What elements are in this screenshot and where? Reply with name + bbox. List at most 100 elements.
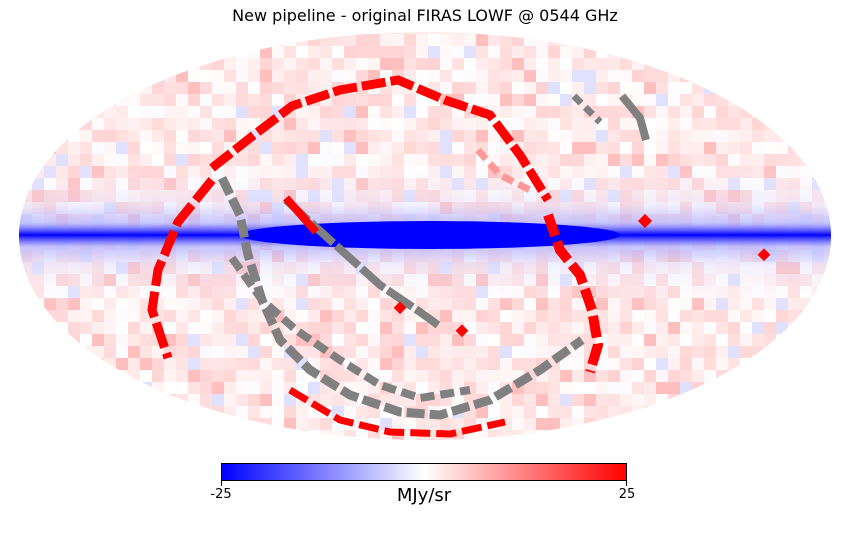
- sky-pixel: [704, 118, 716, 130]
- sky-pixel: [188, 382, 200, 394]
- sky-pixel: [416, 142, 428, 154]
- sky-pixel: [752, 106, 764, 118]
- sky-pixel: [176, 430, 188, 440]
- sky-pixel: [716, 58, 728, 70]
- sky-pixel: [500, 430, 512, 440]
- sky-pixel: [656, 310, 668, 322]
- sky-pixel: [800, 118, 812, 130]
- sky-pixel: [788, 418, 800, 430]
- sky-pixel: [668, 334, 680, 346]
- sky-pixel: [32, 346, 44, 358]
- sky-pixel: [764, 322, 776, 334]
- sky-pixel: [536, 58, 548, 70]
- sky-pixel: [428, 106, 440, 118]
- sky-pixel: [176, 322, 188, 334]
- sky-pixel: [308, 82, 320, 94]
- sky-pixel: [428, 430, 440, 440]
- sky-pixel: [404, 130, 416, 142]
- sky-pixel: [584, 130, 596, 142]
- sky-pixel: [20, 166, 32, 178]
- sky-pixel: [776, 370, 788, 382]
- sky-pixel: [380, 310, 392, 322]
- sky-pixel: [632, 34, 644, 46]
- sky-pixel: [536, 34, 548, 46]
- sky-pixel: [128, 82, 140, 94]
- sky-pixel: [764, 430, 776, 440]
- sky-pixel: [692, 58, 704, 70]
- sky-pixel: [812, 322, 824, 334]
- sky-pixel: [704, 58, 716, 70]
- sky-pixel: [104, 358, 116, 370]
- sky-pixel: [428, 34, 440, 46]
- sky-pixel: [488, 358, 500, 370]
- sky-pixel: [32, 154, 44, 166]
- sky-pixel: [644, 370, 656, 382]
- sky-pixel: [80, 346, 92, 358]
- sky-pixel: [584, 370, 596, 382]
- sky-pixel: [20, 418, 32, 430]
- sky-pixel: [440, 142, 452, 154]
- sky-pixel: [56, 370, 68, 382]
- sky-pixel: [464, 370, 476, 382]
- sky-pixel: [668, 382, 680, 394]
- sky-pixel: [164, 406, 176, 418]
- sky-pixel: [560, 310, 572, 322]
- sky-pixel: [668, 58, 680, 70]
- sky-pixel: [536, 394, 548, 406]
- sky-pixel: [764, 142, 776, 154]
- sky-pixel: [284, 418, 296, 430]
- sky-pixel: [680, 94, 692, 106]
- sky-pixel: [380, 418, 392, 430]
- sky-pixel: [368, 46, 380, 58]
- sky-pixel: [728, 70, 740, 82]
- sky-pixel: [248, 46, 260, 58]
- sky-pixel: [260, 418, 272, 430]
- sky-pixel: [752, 382, 764, 394]
- sky-pixel: [812, 106, 824, 118]
- sky-pixel: [716, 370, 728, 382]
- sky-pixel: [608, 118, 620, 130]
- sky-pixel: [632, 142, 644, 154]
- sky-pixel: [356, 130, 368, 142]
- sky-pixel: [116, 34, 128, 46]
- sky-pixel: [632, 94, 644, 106]
- sky-pixel: [356, 322, 368, 334]
- sky-pixel: [476, 82, 488, 94]
- sky-pixel: [824, 430, 831, 440]
- sky-pixel: [656, 142, 668, 154]
- sky-pixel: [416, 358, 428, 370]
- sky-pixel: [788, 118, 800, 130]
- sky-pixel: [224, 34, 236, 46]
- sky-pixel: [680, 310, 692, 322]
- sky-pixel: [572, 430, 584, 440]
- sky-pixel: [416, 118, 428, 130]
- sky-pixel: [308, 130, 320, 142]
- sky-pixel: [548, 418, 560, 430]
- sky-pixel: [176, 358, 188, 370]
- sky-pixel: [344, 322, 356, 334]
- sky-pixel: [224, 310, 236, 322]
- sky-pixel: [704, 322, 716, 334]
- sky-pixel: [440, 334, 452, 346]
- sky-pixel: [704, 310, 716, 322]
- sky-pixel: [752, 58, 764, 70]
- sky-pixel: [644, 106, 656, 118]
- sky-pixel: [164, 142, 176, 154]
- sky-pixel: [32, 34, 44, 46]
- sky-pixel: [800, 370, 812, 382]
- sky-pixel: [632, 334, 644, 346]
- sky-pixel: [692, 142, 704, 154]
- sky-pixel: [80, 334, 92, 346]
- sky-pixel: [332, 334, 344, 346]
- sky-pixel: [440, 118, 452, 130]
- sky-pixel: [596, 406, 608, 418]
- sky-pixel: [332, 58, 344, 70]
- sky-pixel: [296, 430, 308, 440]
- sky-pixel: [32, 106, 44, 118]
- sky-pixel: [716, 322, 728, 334]
- sky-pixel: [224, 58, 236, 70]
- sky-pixel: [752, 94, 764, 106]
- sky-pixel: [812, 358, 824, 370]
- sky-pixel: [800, 310, 812, 322]
- sky-pixel: [560, 394, 572, 406]
